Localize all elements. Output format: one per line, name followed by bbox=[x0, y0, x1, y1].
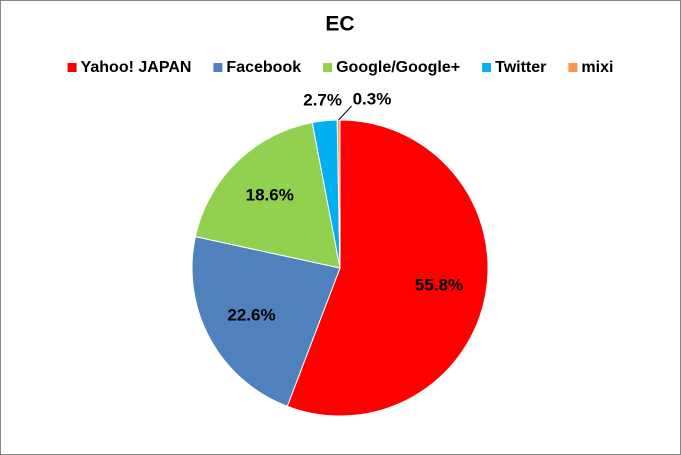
legend-swatch bbox=[568, 63, 578, 72]
legend-label: Yahoo! JAPAN bbox=[81, 59, 192, 76]
data-label: 18.6% bbox=[246, 185, 294, 204]
legend: Yahoo! JAPAN Facebook Google/Google+ Twitte… bbox=[67, 59, 613, 76]
legend-label: mixi bbox=[581, 59, 613, 76]
pie: 55.8% 22.6% 18.6% 2.7% 0.3% bbox=[191, 89, 489, 417]
chart-title: EC bbox=[325, 13, 354, 36]
legend-swatch bbox=[213, 63, 223, 72]
legend-label: Facebook bbox=[226, 59, 301, 76]
leader-line bbox=[338, 105, 352, 121]
pie-slice bbox=[191, 236, 341, 407]
data-label: 55.8% bbox=[415, 276, 463, 295]
legend-swatch bbox=[67, 63, 77, 72]
pie-slice bbox=[336, 119, 341, 269]
pie-slice bbox=[286, 119, 489, 417]
data-label: 22.6% bbox=[227, 305, 275, 324]
legend-swatch bbox=[482, 63, 492, 72]
data-label: 2.7% bbox=[303, 90, 342, 109]
legend-label: Twitter bbox=[495, 59, 546, 76]
pie-slice bbox=[194, 122, 341, 269]
legend-swatch bbox=[323, 63, 333, 72]
legend-label: Google/Google+ bbox=[336, 59, 460, 76]
data-label: 0.3% bbox=[353, 89, 392, 108]
